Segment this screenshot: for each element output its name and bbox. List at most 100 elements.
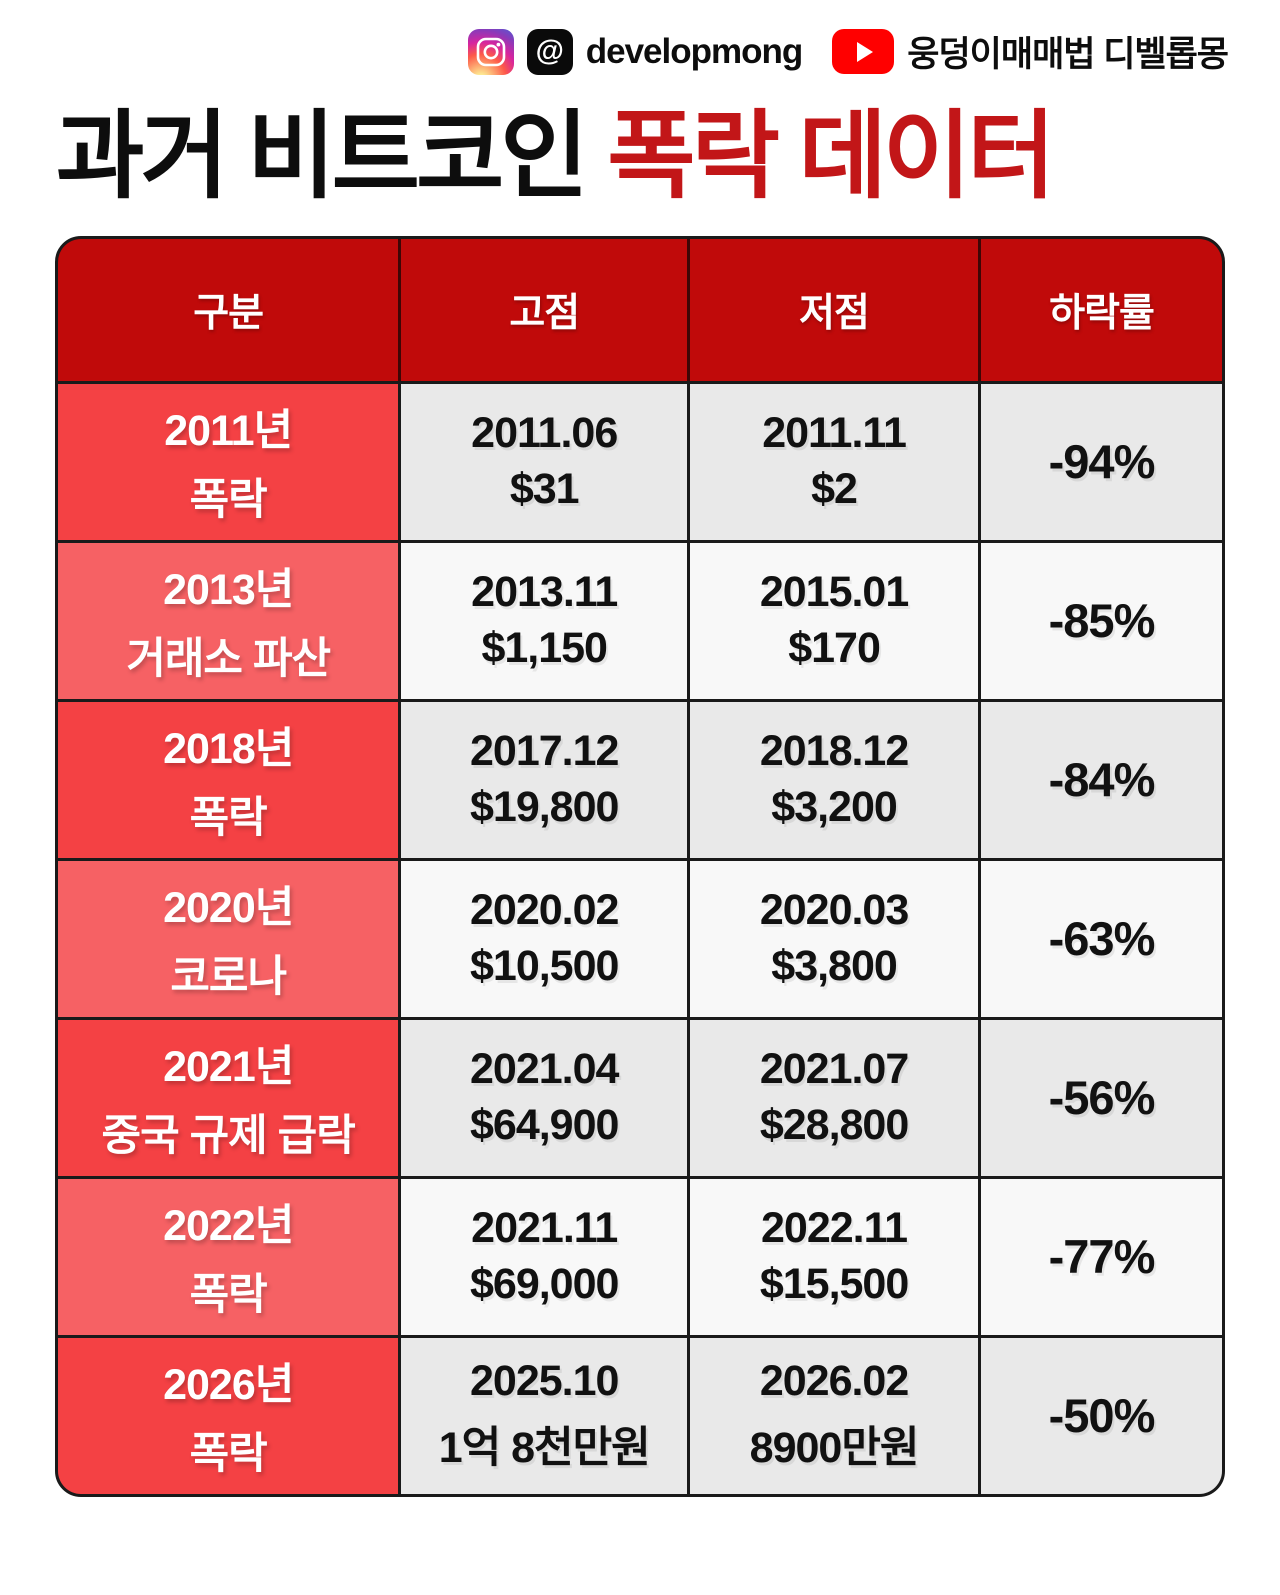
high-date: 2017.12 [469, 727, 619, 776]
title-red-part: 폭락 데이터 [607, 103, 1055, 210]
row-label-cell: 2011년 폭락 [58, 383, 402, 540]
low-cell: 2022.11 $15,500 [690, 1178, 982, 1335]
drop-rate-value: -50% [1048, 1389, 1156, 1443]
low-cell: 2011.11 $2 [690, 383, 982, 540]
drop-rate-value: -94% [1048, 435, 1156, 489]
low-price: $28,800 [759, 1101, 909, 1150]
high-price: $31 [509, 465, 580, 514]
drop-rate-cell: -50% [981, 1337, 1222, 1494]
row-label-cell: 2018년 폭락 [58, 701, 402, 858]
high-cell: 2017.12 $19,800 [401, 701, 691, 858]
high-price: $1,150 [481, 624, 608, 673]
row-label-event: 폭락 [189, 476, 268, 525]
row-label-event: 폭락 [189, 1430, 268, 1479]
high-price: $69,000 [469, 1260, 619, 1309]
youtube-handle: 웅덩이매매법 디벨롭몽 [907, 35, 1229, 74]
low-date: 2021.07 [759, 1045, 909, 1094]
high-cell: 2020.02 $10,500 [401, 860, 691, 1017]
table-row: 2013년 거래소 파산 2013.11 $1,150 2015.01 $170… [58, 539, 1222, 699]
low-cell: 2021.07 $28,800 [690, 1019, 982, 1176]
instagram-handle: developmong [585, 31, 804, 71]
drop-rate-value: -85% [1048, 594, 1156, 648]
high-cell: 2013.11 $1,150 [401, 542, 691, 699]
drop-rate-cell: -85% [981, 542, 1222, 699]
high-date: 2021.04 [469, 1045, 619, 1094]
drop-rate-cell: -84% [981, 701, 1222, 858]
table-row: 2026년 폭락 2025.10 1억 8천만원 2026.02 8900만원 … [58, 1334, 1222, 1494]
low-date: 2011.11 [762, 409, 907, 458]
instagram-threads-group: @ developmong [467, 28, 804, 75]
low-date: 2015.01 [759, 568, 909, 617]
row-label-year: 2011년 [164, 407, 293, 456]
table-row: 2020년 코로나 2020.02 $10,500 2020.03 $3,800… [58, 857, 1222, 1017]
table-row: 2022년 폭락 2021.11 $69,000 2022.11 $15,500… [58, 1175, 1222, 1335]
row-label-year: 2013년 [163, 566, 294, 615]
row-label-event: 폭락 [189, 1271, 268, 1320]
row-label-cell: 2026년 폭락 [58, 1337, 402, 1494]
drop-rate-value: -77% [1048, 1230, 1156, 1284]
table-body: 2011년 폭락 2011.06 $31 2011.11 $2 -94% 201… [58, 380, 1222, 1494]
low-price: $170 [788, 624, 881, 673]
drop-rate-cell: -63% [981, 860, 1222, 1017]
column-header-drop-rate: 하락률 [981, 238, 1222, 381]
table-row: 2011년 폭락 2011.06 $31 2011.11 $2 -94% [58, 380, 1222, 540]
youtube-icon [832, 29, 895, 74]
high-price: 1억 8천만원 [438, 1423, 651, 1472]
row-label-year: 2020년 [163, 884, 294, 933]
high-date: 2011.06 [471, 409, 618, 458]
low-price: 8900만원 [749, 1423, 920, 1472]
low-price: $3,200 [771, 783, 898, 832]
low-date: 2026.02 [759, 1356, 909, 1405]
drop-rate-value: -63% [1048, 912, 1156, 966]
high-price: $64,900 [469, 1101, 619, 1150]
row-label-cell: 2013년 거래소 파산 [58, 542, 402, 699]
threads-icon: @ [526, 28, 573, 75]
drop-rate-value: -84% [1048, 753, 1156, 807]
drop-rate-cell: -56% [981, 1019, 1222, 1176]
row-label-year: 2018년 [163, 725, 294, 774]
high-cell: 2011.06 $31 [401, 383, 691, 540]
row-label-event: 거래소 파산 [126, 635, 331, 684]
high-cell: 2025.10 1억 8천만원 [401, 1337, 691, 1494]
row-label-year: 2022년 [163, 1202, 294, 1251]
high-price: $19,800 [469, 783, 619, 832]
high-date: 2021.11 [471, 1204, 618, 1253]
page-title: 과거 비트코인 폭락 데이터 [0, 77, 1280, 208]
row-label-year: 2026년 [163, 1361, 294, 1410]
row-label-event: 코로나 [170, 953, 287, 1002]
low-date: 2022.11 [761, 1204, 908, 1253]
row-label-event: 중국 규제 급락 [101, 1112, 356, 1161]
crash-data-table: 구분 고점 저점 하락률 2011년 폭락 2011.06 $31 2011.1… [55, 235, 1225, 1497]
high-cell: 2021.11 $69,000 [401, 1178, 691, 1335]
low-cell: 2018.12 $3,200 [690, 701, 982, 858]
low-cell: 2015.01 $170 [690, 542, 982, 699]
row-label-cell: 2021년 중국 규제 급락 [58, 1019, 402, 1176]
drop-rate-cell: -94% [981, 383, 1222, 540]
drop-rate-cell: -77% [981, 1178, 1222, 1335]
high-date: 2020.02 [469, 886, 619, 935]
high-price: $10,500 [469, 942, 619, 991]
low-cell: 2026.02 8900만원 [690, 1337, 982, 1494]
table-header-row: 구분 고점 저점 하락률 [58, 238, 1222, 381]
column-header-category: 구분 [58, 238, 402, 381]
row-label-cell: 2022년 폭락 [58, 1178, 402, 1335]
low-cell: 2020.03 $3,800 [690, 860, 982, 1017]
instagram-icon [467, 28, 514, 75]
low-price: $15,500 [759, 1260, 909, 1309]
table-row: 2018년 폭락 2017.12 $19,800 2018.12 $3,200 … [58, 698, 1222, 858]
play-icon [856, 41, 873, 62]
youtube-group: 웅덩이매매법 디벨롭몽 [832, 26, 1229, 77]
low-price: $2 [811, 465, 858, 514]
table-row: 2021년 중국 규제 급락 2021.04 $64,900 2021.07 $… [58, 1016, 1222, 1176]
row-label-year: 2021년 [163, 1043, 294, 1092]
column-header-high: 고점 [401, 238, 691, 381]
high-date: 2025.10 [469, 1356, 619, 1405]
drop-rate-value: -56% [1048, 1071, 1156, 1125]
low-price: $3,800 [771, 942, 898, 991]
column-header-low: 저점 [690, 238, 982, 381]
social-bar: @ developmong 웅덩이매매법 디벨롭몽 [0, 0, 1280, 77]
row-label-cell: 2020년 코로나 [58, 860, 402, 1017]
title-black-part: 과거 비트코인 [56, 103, 589, 210]
high-date: 2013.11 [471, 568, 618, 617]
row-label-event: 폭락 [189, 794, 268, 843]
